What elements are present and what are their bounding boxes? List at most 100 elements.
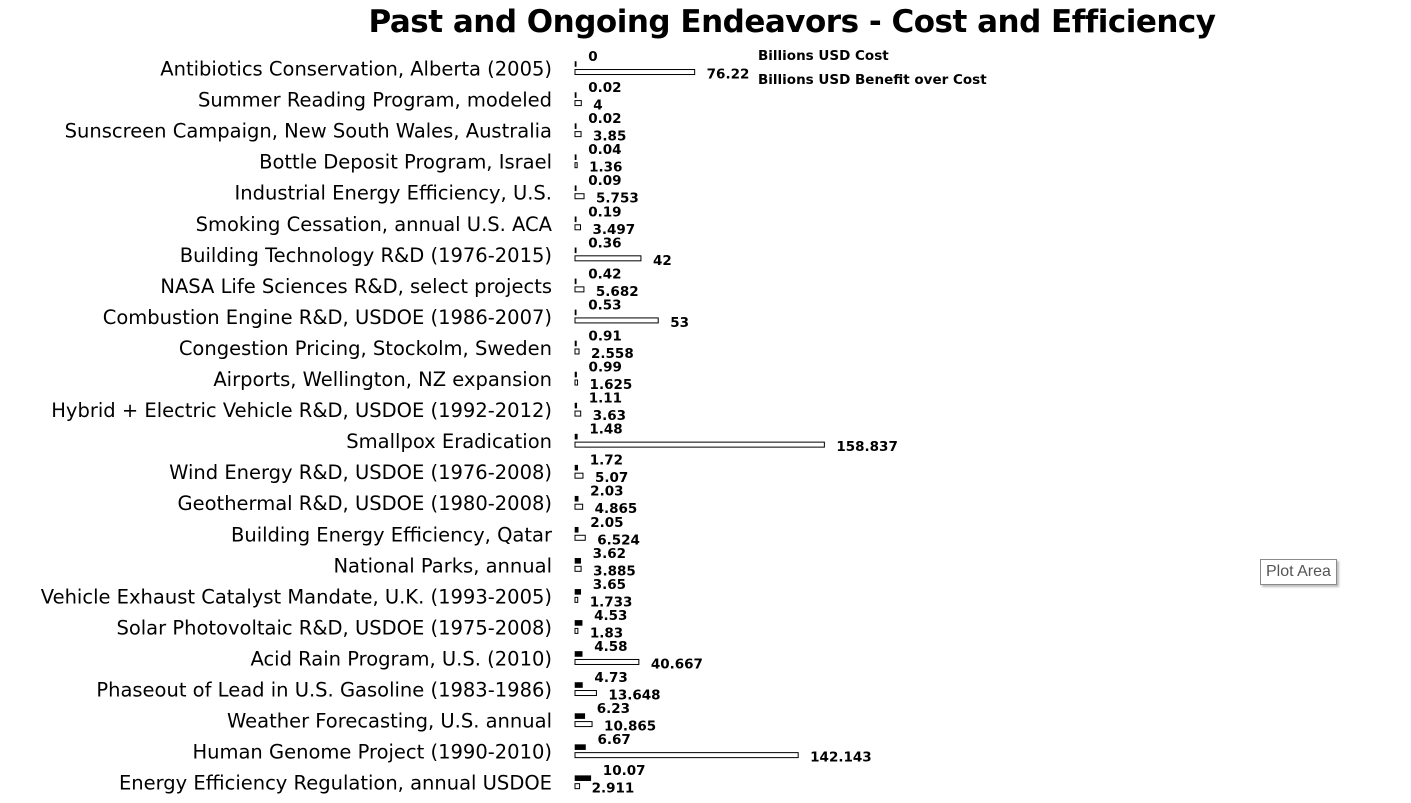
cost-bar xyxy=(574,402,578,409)
chart-title: Past and Ongoing Endeavors - Cost and Ef… xyxy=(368,4,1216,40)
value-labels: 076.220.0240.023.850.041.360.095.7530.19… xyxy=(588,49,898,797)
category-label: Airports, Wellington, NZ expansion xyxy=(213,368,552,391)
cost-bar xyxy=(574,526,579,533)
category-label: Acid Rain Program, U.S. (2010) xyxy=(250,647,552,670)
cost-value-label: 0.99 xyxy=(589,360,622,376)
benefit-value-label: 40.667 xyxy=(651,656,703,672)
benefit-value-label: 3.63 xyxy=(593,408,626,424)
category-label: Geothermal R&D, USDOE (1980-2008) xyxy=(178,492,552,515)
cost-value-label: 10.07 xyxy=(603,763,646,779)
category-label: Sunscreen Campaign, New South Wales, Aus… xyxy=(65,120,552,143)
cost-bar xyxy=(574,775,592,781)
cost-value-label: 4.53 xyxy=(594,608,627,624)
benefit-value-label: 158.837 xyxy=(836,439,898,455)
benefit-value-label: 3.497 xyxy=(592,222,635,238)
cost-bar xyxy=(574,371,577,378)
category-label: Phaseout of Lead in U.S. Gasoline (1983-… xyxy=(96,679,552,702)
cost-value-label: 0.09 xyxy=(588,173,621,189)
cost-value-label: 4.58 xyxy=(594,639,627,655)
cost-value-label: 6.67 xyxy=(597,732,630,748)
category-label: Vehicle Exhaust Catalyst Mandate, U.K. (… xyxy=(41,585,552,608)
bars xyxy=(574,61,825,790)
cost-bar xyxy=(574,61,577,67)
benefit-value-label: 5.682 xyxy=(596,284,639,300)
benefit-value-label: 76.22 xyxy=(707,67,750,83)
cost-value-label: 1.48 xyxy=(589,422,622,438)
benefit-value-label: 42 xyxy=(653,253,672,269)
cost-value-label: 3.65 xyxy=(593,577,626,593)
benefit-value-label: 4.865 xyxy=(595,501,638,517)
category-label: National Parks, annual xyxy=(333,554,552,577)
benefit-bar xyxy=(574,286,585,293)
benefit-value-label: 5.753 xyxy=(596,191,639,207)
cost-bar xyxy=(574,433,578,440)
benefit-bar xyxy=(574,100,582,107)
category-label: NASA Life Sciences R&D, select projects xyxy=(160,275,552,298)
legend: Billions USD Cost Billions USD Benefit ov… xyxy=(758,48,987,88)
cost-value-label: 1.72 xyxy=(590,453,623,469)
benefit-bar xyxy=(574,410,582,417)
benefit-value-label: 10.865 xyxy=(604,719,656,735)
cost-value-label: 0.02 xyxy=(588,80,621,96)
cost-value-label: 4.73 xyxy=(594,670,627,686)
cost-value-label: 2.03 xyxy=(590,484,623,500)
category-label: Human Genome Project (1990-2010) xyxy=(192,741,552,764)
cost-bar xyxy=(574,464,579,471)
cost-bar xyxy=(574,154,577,160)
category-label: Industrial Energy Efficiency, U.S. xyxy=(235,182,553,205)
cost-value-label: 2.05 xyxy=(590,515,623,531)
benefit-value-label: 1.625 xyxy=(590,377,633,393)
cost-bar xyxy=(574,558,581,564)
category-label: Combustion Engine R&D, USDOE (1986-2007) xyxy=(103,306,552,329)
benefit-bar xyxy=(574,503,584,510)
category-label: Building Technology R&D (1976-2015) xyxy=(180,244,552,267)
category-label: Bottle Deposit Program, Israel xyxy=(259,151,552,174)
benefit-value-label: 1.36 xyxy=(589,160,622,176)
benefit-bar xyxy=(574,69,696,76)
cost-bar xyxy=(574,744,586,750)
cost-value-label: 0.36 xyxy=(588,235,621,251)
benefit-value-label: 3.885 xyxy=(593,563,636,579)
cost-bar xyxy=(574,620,583,626)
cost-bar xyxy=(574,247,577,254)
plot-area-tooltip: Plot Area xyxy=(1260,559,1337,585)
legend-entry: Billions USD Cost xyxy=(758,48,889,64)
cost-bar xyxy=(574,340,577,347)
benefit-bar xyxy=(574,162,578,169)
category-label: Antibiotics Conservation, Alberta (2005) xyxy=(160,58,552,81)
benefit-bar xyxy=(574,224,581,231)
cost-value-label: 1.11 xyxy=(589,391,622,407)
cost-bar xyxy=(574,713,586,719)
benefit-bar xyxy=(574,596,579,603)
benefit-bar xyxy=(574,690,597,697)
cost-value-label: 0.19 xyxy=(588,204,621,220)
cost-value-label: 0.02 xyxy=(588,111,621,127)
benefit-bar xyxy=(574,255,642,262)
benefit-bar xyxy=(574,348,580,355)
benefit-value-label: 2.558 xyxy=(591,346,634,362)
benefit-bar xyxy=(574,193,585,200)
benefit-value-label: 1.83 xyxy=(590,625,623,641)
benefit-value-label: 53 xyxy=(670,315,689,331)
cost-bar xyxy=(574,278,577,285)
benefit-value-label: 1.733 xyxy=(590,594,633,610)
cost-value-label: 0 xyxy=(588,49,597,65)
benefit-value-label: 2.911 xyxy=(592,781,635,797)
benefit-bar xyxy=(574,131,582,138)
benefit-bar xyxy=(574,658,640,665)
benefit-bar xyxy=(574,565,582,572)
category-label: Congestion Pricing, Stockolm, Sweden xyxy=(179,337,552,360)
category-labels: Antibiotics Conservation, Alberta (2005)… xyxy=(41,58,553,795)
category-label: Hybrid + Electric Vehicle R&D, USDOE (19… xyxy=(51,399,552,422)
category-label: Energy Efficiency Regulation, annual USD… xyxy=(119,772,552,795)
category-label: Weather Forecasting, U.S. annual xyxy=(227,710,552,733)
category-label: Building Energy Efficiency, Qatar xyxy=(231,523,553,546)
cost-bar xyxy=(574,682,583,688)
benefit-bar xyxy=(574,379,579,386)
benefit-value-label: 13.648 xyxy=(608,688,660,704)
benefit-bar xyxy=(574,317,659,324)
cost-value-label: 0.91 xyxy=(588,328,621,344)
cost-bar xyxy=(574,123,577,129)
category-label: Solar Photovoltaic R&D, USDOE (1975-2008… xyxy=(116,616,552,639)
